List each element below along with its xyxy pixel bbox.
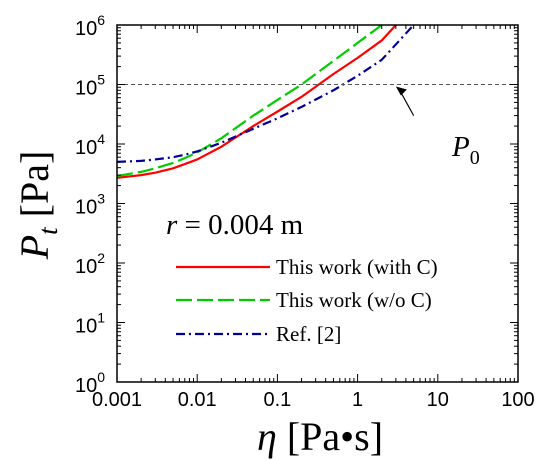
y-tick-label-base: 10 [75, 316, 97, 338]
y-tick-label-exp: 6 [97, 12, 105, 28]
x-tick-label: 0.001 [92, 389, 142, 411]
y-tick-label: 103 [75, 191, 105, 219]
y-tick-label: 101 [75, 310, 105, 338]
y-tick-label-base: 10 [75, 197, 97, 219]
y-tick-label-exp: 0 [97, 369, 105, 385]
legend-label-3: Ref. [2] [276, 322, 341, 346]
y-tick-label-base: 10 [75, 256, 97, 278]
parameter-annotation-value: = 0.004 m [177, 209, 303, 241]
y-tick-label-exp: 1 [97, 310, 105, 326]
reference-arrow-head [395, 86, 407, 96]
y-tick-label-base: 10 [75, 78, 97, 100]
y-tick-label: 105 [75, 72, 105, 100]
x-tick-label: 100 [501, 389, 534, 411]
reference-line-label-sub: 0 [470, 147, 480, 169]
y-axis-label-symbol: P [12, 235, 57, 260]
legend-label-2: This work (w/o C) [276, 288, 432, 312]
y-axis-label-sub: t [33, 226, 63, 235]
y-tick-label: 100 [75, 369, 105, 397]
x-tick-label: 10 [427, 389, 449, 411]
y-axis-label-unit: [Pa] [12, 151, 57, 228]
y-tick-label-exp: 3 [97, 191, 105, 207]
y-tick-label: 106 [75, 12, 105, 40]
y-tick-label-exp: 4 [97, 131, 105, 147]
y-tick-label-exp: 2 [97, 250, 105, 266]
parameter-annotation-symbol: r [166, 209, 178, 241]
x-tick-label: 1 [352, 389, 363, 411]
reference-arrow [399, 90, 415, 116]
y-tick-label-exp: 5 [97, 72, 105, 88]
x-axis-label: η [Pa•s] [257, 414, 383, 459]
x-axis-label-unit: [Pa•s] [277, 414, 383, 459]
y-tick-label-base: 10 [75, 375, 97, 397]
series-line-1 [117, 25, 397, 179]
series-line-2 [117, 25, 383, 178]
reference-line-label: P0 [451, 131, 480, 169]
legend-label-1: This work (with C) [276, 255, 438, 279]
y-tick-label: 102 [75, 250, 105, 278]
x-tick-label: 0.1 [263, 389, 291, 411]
y-tick-label: 104 [75, 131, 105, 159]
y-tick-label-base: 10 [75, 18, 97, 40]
reference-line-label-symbol: P [451, 131, 470, 163]
y-tick-label-base: 10 [75, 137, 97, 159]
x-tick-label: 0.01 [178, 389, 217, 411]
x-axis-label-symbol: η [257, 414, 277, 459]
y-axis-label: Pt [Pa] [12, 151, 63, 261]
series-line-3 [117, 25, 415, 164]
parameter-annotation: r = 0.004 m [166, 209, 304, 241]
